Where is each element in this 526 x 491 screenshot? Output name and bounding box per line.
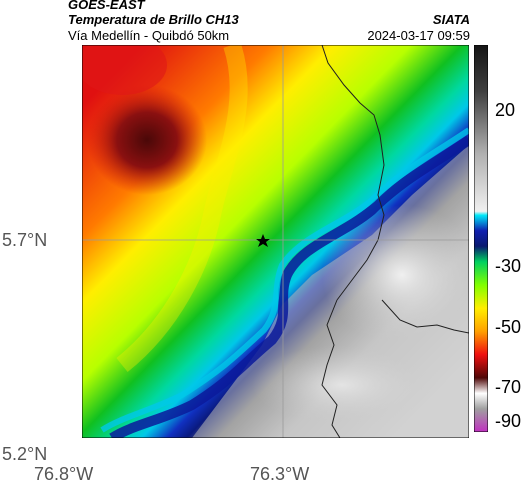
agency-label: SIATA xyxy=(432,12,470,27)
star-icon xyxy=(256,234,270,247)
colorbar-tick: 20 xyxy=(495,100,516,120)
latitude-label: 5.7°N xyxy=(2,230,48,250)
latitude-label: 5.2°N xyxy=(2,444,48,464)
region-subtitle: Vía Medellín - Quibdó 50km xyxy=(68,28,230,43)
longitude-label: 76.3°W xyxy=(250,464,310,484)
satellite-name: GOES-EAST xyxy=(68,0,145,12)
colorbar-tick: -90 xyxy=(495,411,522,431)
colorbar-tick: -70 xyxy=(495,377,522,397)
border-line xyxy=(321,45,385,301)
colorbar-tick: -30 xyxy=(495,256,522,276)
colorbar-tick: -50 xyxy=(495,317,522,337)
product-title: Temperatura de Brillo CH13 xyxy=(68,12,239,27)
brightness-temperature-map xyxy=(82,45,469,438)
longitude-label: 76.8°W xyxy=(34,464,94,484)
datetime-label: 2024-03-17 09:59 xyxy=(367,28,470,43)
temperature-colorbar xyxy=(474,45,488,432)
